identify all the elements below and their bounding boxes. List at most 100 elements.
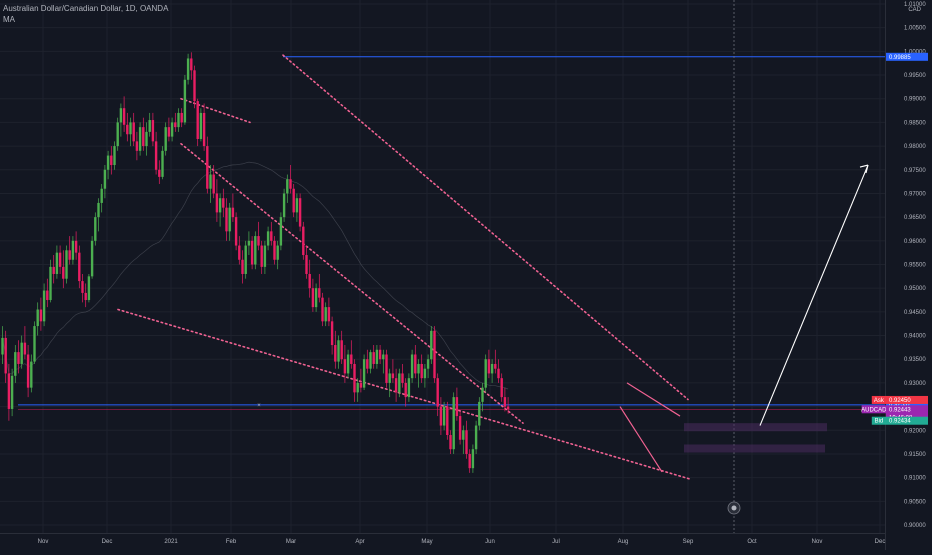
candle-body-141	[452, 397, 455, 450]
time-tick-label-2: 2021	[164, 539, 178, 545]
candle-body-50	[161, 150, 164, 177]
candle-body-104	[334, 345, 337, 362]
price-tick-label-7: 0.97500	[904, 168, 926, 174]
candle-body-78	[250, 240, 254, 265]
candle-body-85	[273, 240, 276, 260]
candle-body-66	[212, 174, 215, 194]
candle-body-87	[279, 217, 283, 246]
time-tick-label-1: Dec	[102, 539, 113, 545]
candle-body-42	[135, 141, 139, 151]
time-tick-label-6: May	[421, 539, 432, 545]
candle-body-28	[90, 240, 94, 277]
price-tick-label-12: 0.95000	[904, 286, 926, 292]
price-tag-box-4	[886, 416, 928, 425]
candle-body-95	[305, 255, 308, 274]
candle-body-130	[417, 363, 420, 374]
channel-lower-line	[180, 142, 524, 424]
candle-body-39	[126, 124, 129, 135]
price-tag-label-box-4	[871, 416, 886, 425]
candle-body-57	[183, 79, 187, 123]
candle-body-12	[39, 309, 43, 322]
indicator-label[interactable]: MA	[3, 15, 15, 24]
wedge-upper-line	[282, 54, 689, 401]
candle-body-18	[58, 252, 62, 267]
candle-body-36	[116, 122, 119, 147]
price-tick-label-2: 1.00000	[904, 49, 926, 55]
candle-body-149	[478, 401, 481, 426]
candle-body-2	[7, 373, 11, 409]
candle-body-114	[366, 359, 369, 369]
candle-body-63	[202, 112, 206, 147]
candle-body-47	[151, 120, 155, 142]
candle-body-144	[462, 430, 465, 440]
candle-body-153	[490, 363, 494, 374]
candle-body-24	[78, 252, 81, 282]
candle-body-20	[65, 250, 68, 279]
price-tick-label-9: 0.96500	[904, 215, 926, 221]
candle-body-75	[241, 259, 244, 274]
candle-body-82	[263, 245, 267, 267]
price-tick-label-6: 0.98000	[904, 144, 926, 150]
candle-body-123	[394, 378, 398, 393]
candle-body-106	[340, 340, 343, 360]
time-tick-label-13: Dec	[875, 539, 886, 545]
candle-body-53	[170, 122, 174, 137]
candle-body-91	[292, 188, 295, 213]
price-tick-label-18: 0.92000	[904, 428, 926, 434]
candle-body-80	[257, 236, 260, 246]
candle-body-132	[423, 368, 427, 379]
candle-body-154	[494, 363, 497, 369]
candle-body-131	[420, 363, 423, 379]
candle-body-71	[228, 207, 231, 232]
candle-body-15	[49, 266, 52, 301]
candle-body-145	[465, 430, 468, 454]
candle-body-124	[398, 373, 401, 393]
price-tick-label-20: 0.91000	[904, 476, 926, 482]
candle-body-48	[154, 141, 158, 170]
candle-body-11	[36, 309, 39, 327]
projection-arrow-head	[859, 164, 869, 174]
candle-body-119	[382, 354, 385, 360]
candle-body-69	[222, 198, 225, 208]
candle-body-155	[497, 368, 500, 379]
candle-body-138	[442, 406, 446, 426]
demand-zone-upper	[684, 423, 827, 432]
candle-body-137	[439, 406, 443, 426]
candle-body-55	[177, 112, 180, 128]
price-tick-label-5: 0.98500	[904, 120, 926, 126]
candle-body-49	[158, 169, 161, 177]
price-tag-label-2: Ask	[874, 398, 885, 404]
time-tick-label-9: Aug	[618, 539, 629, 545]
candle-body-56	[180, 112, 183, 123]
candle-body-146	[468, 453, 471, 469]
candle-body-8	[26, 354, 30, 388]
candle-body-17	[55, 252, 59, 274]
price-tick-label-13: 0.94500	[904, 310, 926, 316]
candle-body-150	[481, 387, 484, 402]
candle-body-77	[247, 240, 251, 246]
price-tag-label-3: AUDCAD	[861, 407, 887, 413]
candle-body-81	[260, 245, 263, 267]
candle-body-79	[254, 236, 257, 265]
candle-body-26	[84, 292, 87, 301]
candle-body-1	[4, 337, 7, 374]
candle-body-129	[414, 354, 417, 374]
candle-body-142	[455, 397, 459, 417]
price-tick-label-19: 0.91500	[904, 452, 926, 458]
scroll-to-realtime-icon	[731, 505, 737, 511]
candle-body-94	[302, 226, 305, 256]
candle-body-109	[350, 354, 353, 364]
candle-body-67	[215, 193, 219, 213]
candle-body-157	[503, 397, 507, 407]
candle-body-133	[426, 359, 430, 369]
candle-body-143	[458, 416, 462, 440]
candle-body-14	[46, 290, 49, 301]
flag-lower-line	[619, 406, 663, 473]
candle-body-98	[314, 288, 318, 308]
candle-body-46	[148, 120, 151, 132]
symbol-title[interactable]: Australian Dollar/Canadian Dollar, 1D, O…	[3, 4, 169, 13]
candle-body-99	[318, 288, 321, 298]
